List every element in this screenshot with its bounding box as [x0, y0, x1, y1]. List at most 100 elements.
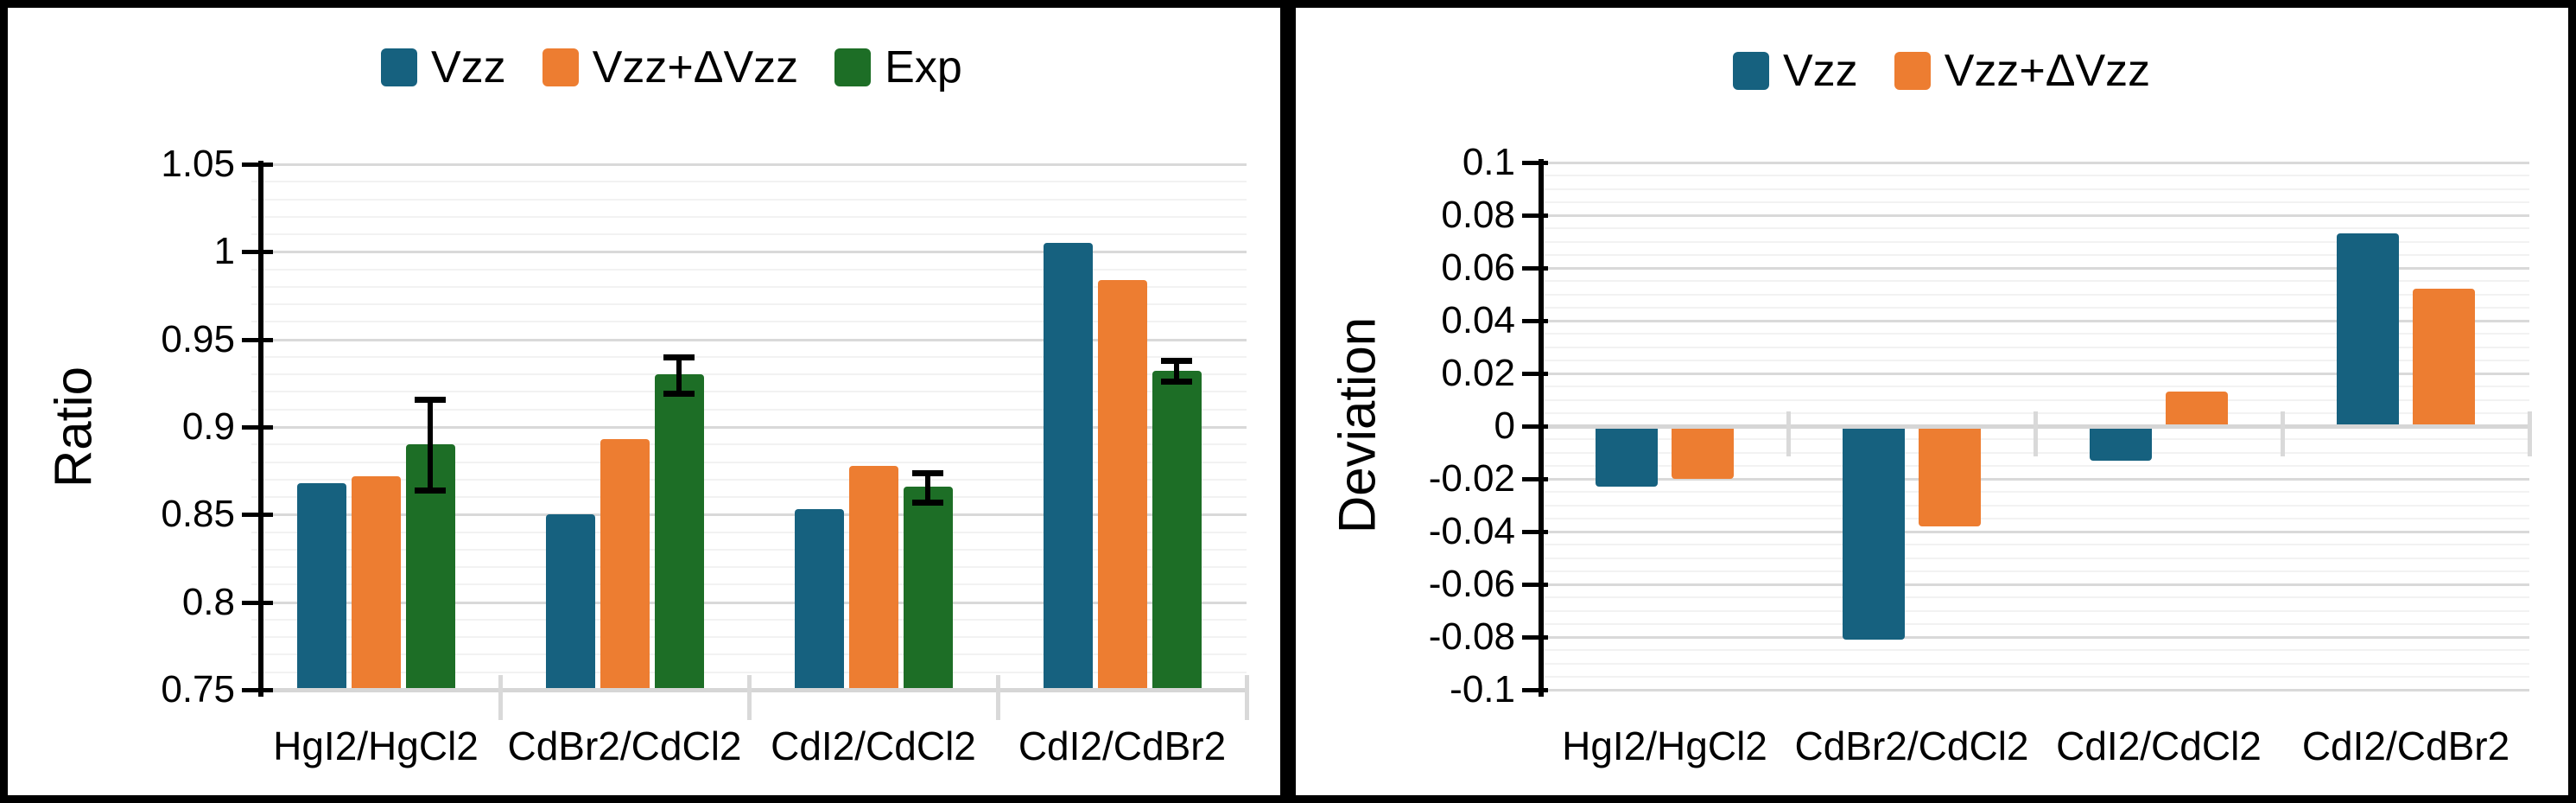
bar-vzz-vzz-cdi2-cdcl2 [2166, 392, 2228, 426]
gridline-minor [251, 548, 1247, 551]
gridline-minor [251, 181, 1247, 183]
gridline-major [1541, 267, 2529, 270]
y-axis-tick-label: 0 [1494, 405, 1515, 447]
error-bar-cap-top [663, 354, 695, 360]
gridline-minor [251, 321, 1247, 323]
x-category-label: CdI2/CdCl2 [2056, 723, 2262, 768]
chart-panel-left: HgI2/HgCl2 CdBr2/CdCl2 CdI2/CdCl2 CdI2/CdBr… [0, 0, 1288, 803]
gridline-minor [251, 566, 1247, 569]
legend-label-vzz: Vzz [431, 42, 506, 92]
x-axis-separator-tick [1786, 411, 1791, 456]
gridline-minor [1541, 662, 2529, 665]
x-category-label: CdI2/CdBr2 [2301, 723, 2510, 768]
error-bar-cap-top [415, 396, 446, 403]
gridline-major [251, 426, 1247, 429]
bar-exp-cdi2-cdbr2 [1152, 371, 1202, 690]
gridline-major [251, 601, 1247, 604]
bar-vzz-hgi2-hgcl2 [1596, 426, 1658, 488]
y-axis-tick [1522, 319, 1548, 323]
gridline-major [251, 513, 1247, 517]
y-axis-tick [1522, 530, 1548, 534]
error-bar-cap-bottom [912, 500, 943, 507]
x-axis-separator-tick [996, 675, 1000, 720]
y-axis-tick [1522, 583, 1548, 587]
gridline-major [1541, 531, 2529, 533]
y-axis-tick-label: -0.04 [1428, 510, 1515, 552]
gridline-minor [251, 531, 1247, 533]
gridline-minor [251, 618, 1247, 621]
gridline-minor [1541, 504, 2529, 507]
y-axis-title: Deviation [1328, 316, 1386, 534]
x-category-label: CdI2/CdCl2 [771, 723, 976, 768]
x-axis-separator-tick [2034, 411, 2038, 456]
gridline-minor [1541, 306, 2529, 309]
y-axis-tick-label: 0.1 [1462, 141, 1515, 183]
legend-swatch-vzz [1733, 52, 1769, 90]
y-axis-tick [242, 250, 273, 255]
y-axis-tick [242, 513, 273, 518]
y-axis-tick [1522, 424, 1548, 429]
y-axis-tick [242, 600, 273, 605]
legend-item-vzz-vzz: Vzz+ΔVzz [542, 43, 798, 92]
y-axis-tick [1522, 635, 1548, 640]
gridline-minor [1541, 570, 2529, 572]
gridline-minor [251, 233, 1247, 236]
gridline-minor [1541, 240, 2529, 243]
gridline-major [1541, 214, 2529, 217]
bar-vzz-vzz-cdi2-cdcl2 [848, 465, 898, 690]
gridline-minor [251, 198, 1247, 201]
gridline-major [251, 163, 1247, 166]
legend-item-vzz-vzz: Vzz+ΔVzz [1894, 47, 2150, 95]
y-axis-tick-label: 0.02 [1441, 352, 1515, 394]
bar-exp-cdi2-cdcl2 [903, 486, 953, 690]
legend-item-vzz: Vzz [381, 43, 506, 92]
gridline-major [1541, 373, 2529, 375]
y-axis-tick [242, 425, 273, 430]
legend-item-exp: Exp [834, 43, 962, 92]
y-axis-tick-label: 0.85 [161, 493, 235, 536]
legend-item-vzz: Vzz [1733, 47, 1858, 95]
chart-panel-right: HgI2/HgCl2 CdBr2/CdCl2 CdI2/CdCl2 CdI2/CdBr… [1288, 0, 2576, 803]
x-category-label: CdI2/CdBr2 [1018, 723, 1227, 768]
gridline-minor [1541, 544, 2529, 546]
gridline-minor [1541, 253, 2529, 256]
bar-vzz-vzz-hgi2-hgcl2 [1672, 426, 1734, 479]
gridline-minor [251, 443, 1247, 446]
gridline-minor [251, 215, 1247, 218]
error-bar-stem [1174, 360, 1179, 382]
legend-label-vzz-vzz: Vzz+ΔVzz [592, 42, 799, 92]
gridline-minor [1541, 557, 2529, 559]
gridline-major [251, 251, 1247, 254]
gridline-major [1541, 583, 2529, 586]
bar-vzz-vzz-cdi2-cdbr2 [2413, 289, 2475, 426]
y-axis-tick-label: 0.75 [161, 668, 235, 711]
gridline-major [1541, 320, 2529, 322]
gridline-minor [1541, 464, 2529, 467]
y-axis-tick [1522, 266, 1548, 271]
bar-vzz-vzz-hgi2-hgcl2 [351, 475, 401, 690]
gridline-minor [251, 355, 1247, 358]
y-axis-tick-label: 0.8 [181, 580, 235, 623]
gridline-minor [1541, 346, 2529, 348]
gridline-minor [251, 391, 1247, 393]
gridline-minor [251, 636, 1247, 639]
bar-vzz-cdbr2-cdcl2 [545, 514, 595, 690]
gridline-minor [1541, 491, 2529, 494]
error-bar-cap-top [1161, 357, 1192, 364]
bar-vzz-cdi2-cdcl2 [2090, 426, 2152, 461]
y-axis-tick [1522, 477, 1548, 481]
y-axis-tick-label: 0.9 [181, 405, 235, 448]
gridline-minor [1541, 622, 2529, 625]
gridline-minor [1541, 175, 2529, 177]
error-bar-stem [428, 398, 433, 490]
y-axis-tick [1522, 372, 1548, 376]
bar-vzz-cdi2-cdbr2 [1043, 243, 1093, 690]
gridline-minor [251, 461, 1247, 463]
error-bar-stem [676, 356, 682, 394]
gridline-minor [251, 478, 1247, 481]
y-axis-tick-label: -0.08 [1428, 615, 1515, 658]
gridline-minor [1541, 596, 2529, 599]
x-category-label: CdBr2/CdCl2 [1794, 723, 2029, 768]
y-axis-tick [1522, 688, 1548, 692]
